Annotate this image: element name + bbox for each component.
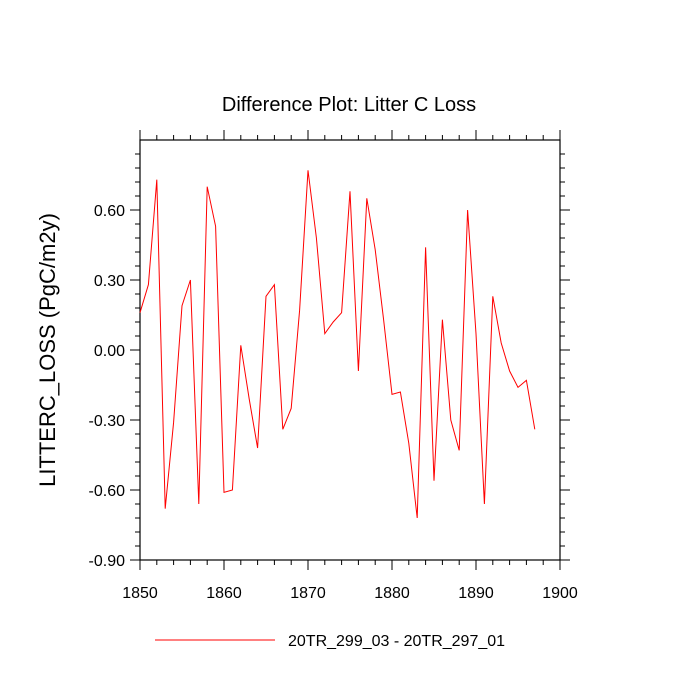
y-tick-label: 0.00 [94,343,125,360]
series-line [139,170,536,519]
legend-label: 20TR_299_03 - 20TR_297_01 [288,633,505,650]
y-axis-label: LITTERC_LOSS (PgC/m2y) [35,213,60,487]
y-tick-label: -0.90 [89,553,126,570]
y-tick-label: -0.60 [89,483,126,500]
x-tick-label: 1870 [290,585,326,602]
chart-title: Difference Plot: Litter C Loss [222,94,476,116]
legend: 20TR_299_03 - 20TR_297_01 [155,633,505,650]
x-tick-label: 1890 [458,585,494,602]
y-tick-label: 0.60 [94,203,125,220]
x-tick-label: 1860 [206,585,242,602]
x-tick-label: 1900 [542,585,578,602]
x-tick-label: 1880 [374,585,410,602]
y-tick-label: 0.30 [94,273,125,290]
y-tick-label: -0.30 [89,413,126,430]
x-tick-label: 1850 [122,585,158,602]
